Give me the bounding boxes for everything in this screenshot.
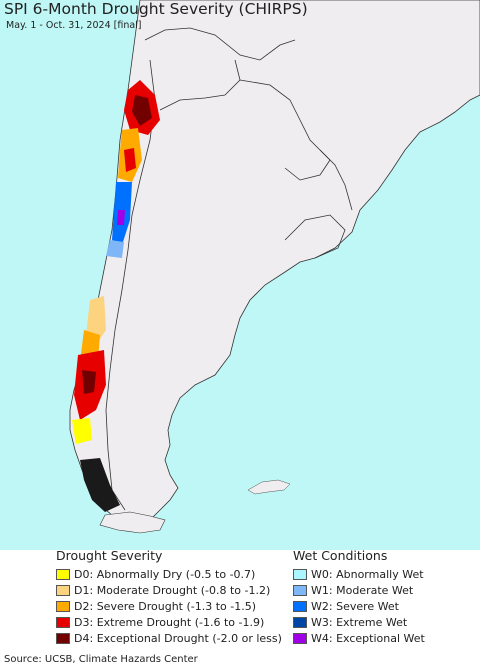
legend-item-w1: W1: Moderate Wet — [293, 582, 425, 598]
falkland-islands — [247, 479, 291, 495]
swatch-d1 — [56, 584, 70, 596]
legend-code: W4: — [311, 631, 333, 645]
drought-patch-patagonia-black — [80, 458, 120, 512]
border-uruguay — [284, 214, 346, 259]
legend-code: D4: — [74, 631, 94, 645]
legend-label: Severe Drought (-1.3 to -1.5) — [96, 599, 257, 613]
drought-patch-exceptional-south — [82, 370, 96, 394]
swatch-d3 — [56, 616, 70, 628]
legend-item-w3: W3: Extreme Wet — [293, 614, 425, 630]
legend-label: Abnormally Wet — [336, 567, 424, 581]
source-credit: Source: UCSB, Climate Hazards Center — [4, 654, 198, 665]
legend-code: W1: — [311, 583, 333, 597]
swatch-d2 — [56, 600, 70, 612]
drought-map: SPI 6-Month Drought Severity (CHIRPS) Ma… — [0, 0, 480, 550]
swatch-w1 — [293, 584, 307, 596]
legend-code: W3: — [311, 615, 333, 629]
border-peru-bolivia — [144, 27, 296, 61]
drought-patch-exceptional-north — [132, 95, 152, 126]
swatch-d4 — [56, 632, 70, 644]
legend-item-w4: W4: Exceptional Wet — [293, 630, 425, 646]
tierra-del-fuego — [99, 511, 166, 534]
legend-code: D0: — [74, 567, 94, 581]
map-subtitle: May. 1 - Oct. 31, 2024 [final] — [6, 20, 142, 31]
legend-code: D1: — [74, 583, 94, 597]
swatch-w4 — [293, 632, 307, 644]
legend-wet: Wet Conditions W0: Abnormally Wet W1: Mo… — [293, 548, 425, 646]
legend-label: Extreme Drought (-1.6 to -1.9) — [96, 615, 265, 629]
drought-patch-red-mid — [124, 148, 136, 172]
legend-code: W2: — [311, 599, 333, 613]
border-paraguay — [239, 79, 331, 181]
legend-item-d2: D2: Severe Drought (-1.3 to -1.5) — [56, 598, 282, 614]
legend-label: Exceptional Wet — [336, 631, 425, 645]
legend-wet-title: Wet Conditions — [293, 548, 388, 563]
border-argentina-brazil — [319, 149, 353, 211]
swatch-w2 — [293, 600, 307, 612]
legend-item-d1: D1: Moderate Drought (-0.8 to -1.2) — [56, 582, 282, 598]
legend-item-d3: D3: Extreme Drought (-1.6 to -1.9) — [56, 614, 282, 630]
legend-drought-title: Drought Severity — [56, 548, 163, 563]
wet-patch-exceptional — [117, 210, 125, 225]
swatch-w0 — [293, 568, 307, 580]
swatch-w3 — [293, 616, 307, 628]
south-america-land — [69, 0, 480, 526]
drought-patch-abnormal-south — [72, 418, 92, 444]
legend-code: D3: — [74, 615, 94, 629]
legend-code: W0: — [311, 567, 333, 581]
legend-label: Abnormally Dry (-0.5 to -0.7) — [96, 567, 256, 581]
wet-patch-moderate — [106, 240, 124, 258]
border-chile-argentina — [105, 59, 156, 511]
legend-code: D2: — [74, 599, 94, 613]
legend-item-w0: W0: Abnormally Wet — [293, 566, 425, 582]
legend-label: Extreme Wet — [336, 615, 408, 629]
legend-item-w2: W2: Severe Wet — [293, 598, 425, 614]
legend-label: Severe Wet — [336, 599, 399, 613]
legend-label: Moderate Wet — [336, 583, 414, 597]
map-canvas — [69, 0, 480, 534]
legend-item-d4: D4: Exceptional Drought (-2.0 or less) — [56, 630, 282, 646]
legend-item-d0: D0: Abnormally Dry (-0.5 to -0.7) — [56, 566, 282, 582]
border-bolivia — [159, 59, 241, 111]
legend-label: Moderate Drought (-0.8 to -1.2) — [96, 583, 271, 597]
legend-drought: Drought Severity D0: Abnormally Dry (-0.… — [56, 548, 282, 646]
map-title: SPI 6-Month Drought Severity (CHIRPS) — [4, 0, 308, 18]
swatch-d0 — [56, 568, 70, 580]
legend-label: Exceptional Drought (-2.0 or less) — [96, 631, 282, 645]
